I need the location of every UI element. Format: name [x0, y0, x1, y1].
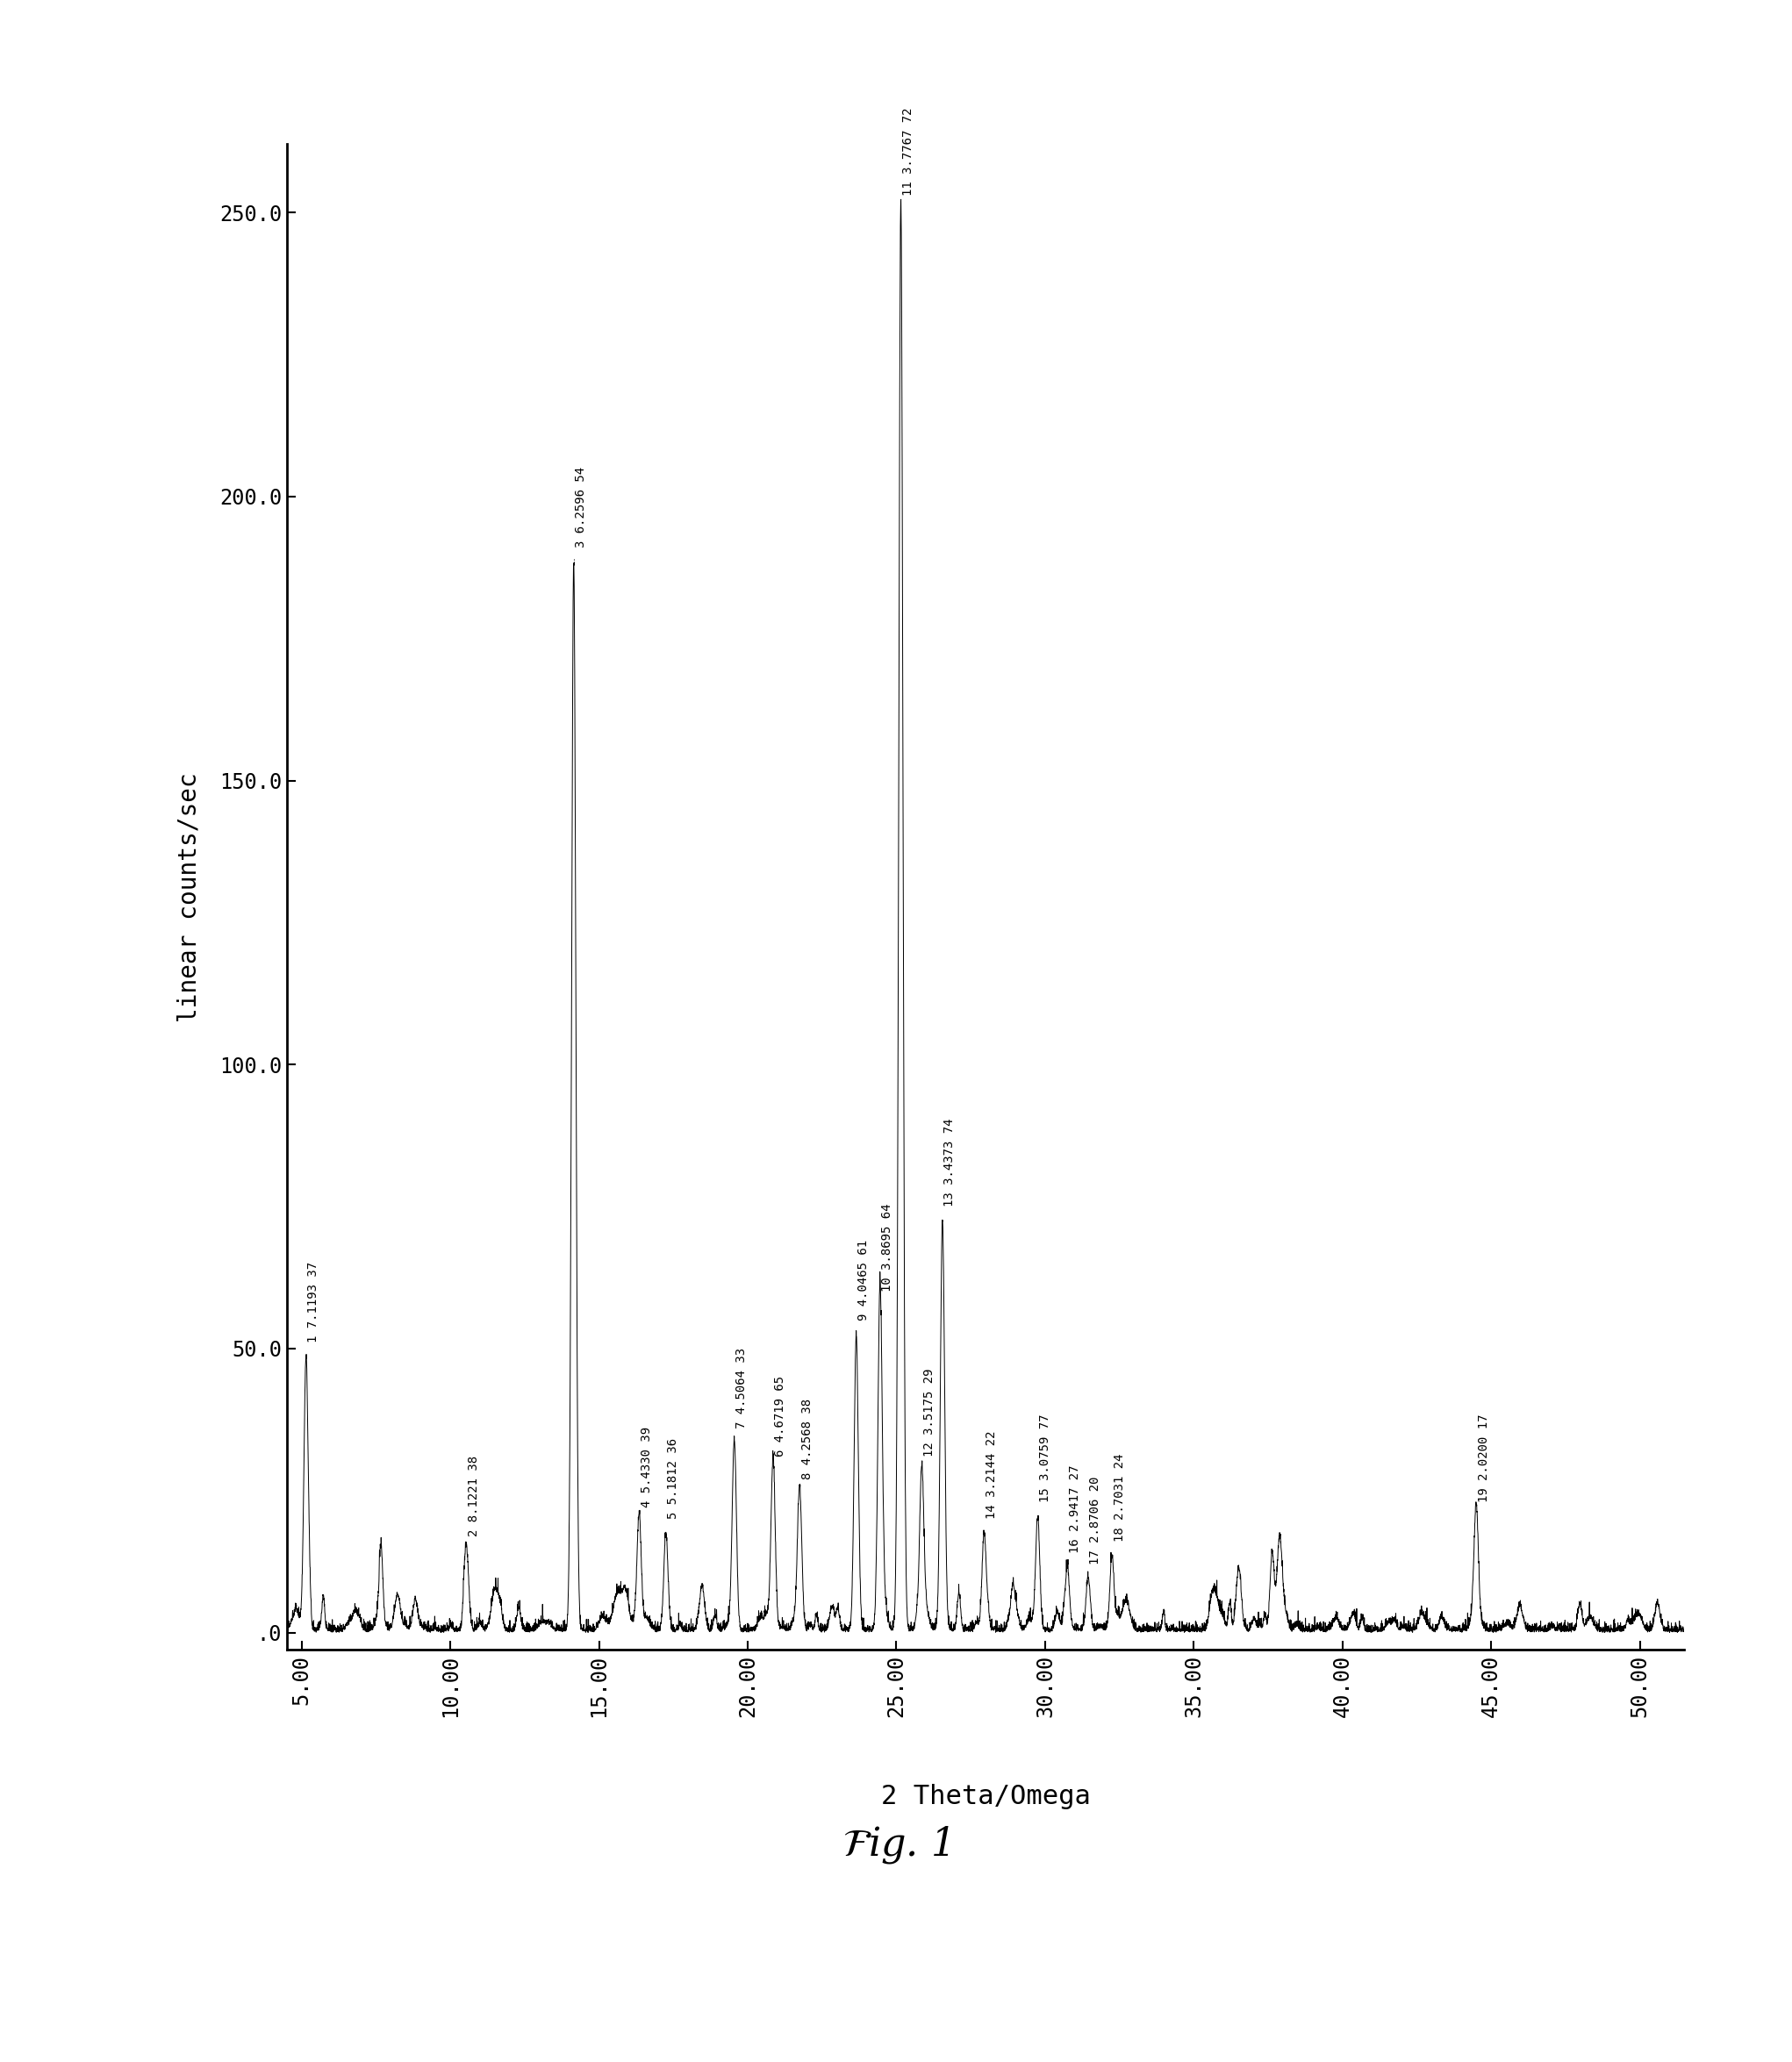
Text: 16 2.9417 27: 16 2.9417 27 [1068, 1464, 1081, 1553]
X-axis label: 2 Theta/Omega: 2 Theta/Omega [882, 1784, 1090, 1810]
Text: 18 2.7031 24: 18 2.7031 24 [1113, 1454, 1125, 1542]
Text: 11 3.7767 72: 11 3.7767 72 [901, 107, 914, 196]
Text: 2 8.1221 38: 2 8.1221 38 [468, 1456, 480, 1536]
Text: 5 5.1812 36: 5 5.1812 36 [667, 1437, 679, 1520]
Y-axis label: linear counts/sec: linear counts/sec [176, 771, 201, 1023]
Text: 9 4.0465 61: 9 4.0465 61 [858, 1239, 869, 1320]
Text: 14 3.2144 22: 14 3.2144 22 [986, 1431, 998, 1520]
Text: 6 4.6719 65: 6 4.6719 65 [774, 1375, 787, 1456]
Text: 13 3.4373 74: 13 3.4373 74 [944, 1118, 957, 1206]
Text: 15 3.0759 77: 15 3.0759 77 [1039, 1415, 1052, 1501]
Text: 1 7.1193 37: 1 7.1193 37 [308, 1262, 319, 1342]
Text: 8 4.2568 38: 8 4.2568 38 [801, 1398, 814, 1478]
Text: $\mathcal{F}$ig. 1: $\mathcal{F}$ig. 1 [842, 1825, 950, 1866]
Text: 7 4.5064 33: 7 4.5064 33 [735, 1346, 747, 1429]
Text: 19 2.0200 17: 19 2.0200 17 [1478, 1415, 1489, 1501]
Text: 3 6.2596 54: 3 6.2596 54 [575, 466, 588, 548]
Text: 12 3.5175 29: 12 3.5175 29 [923, 1369, 935, 1456]
Text: 17 2.8706 20: 17 2.8706 20 [1090, 1476, 1102, 1565]
Text: 4 5.4330 39: 4 5.4330 39 [640, 1427, 652, 1507]
Text: 10 3.8695 64: 10 3.8695 64 [882, 1204, 894, 1291]
